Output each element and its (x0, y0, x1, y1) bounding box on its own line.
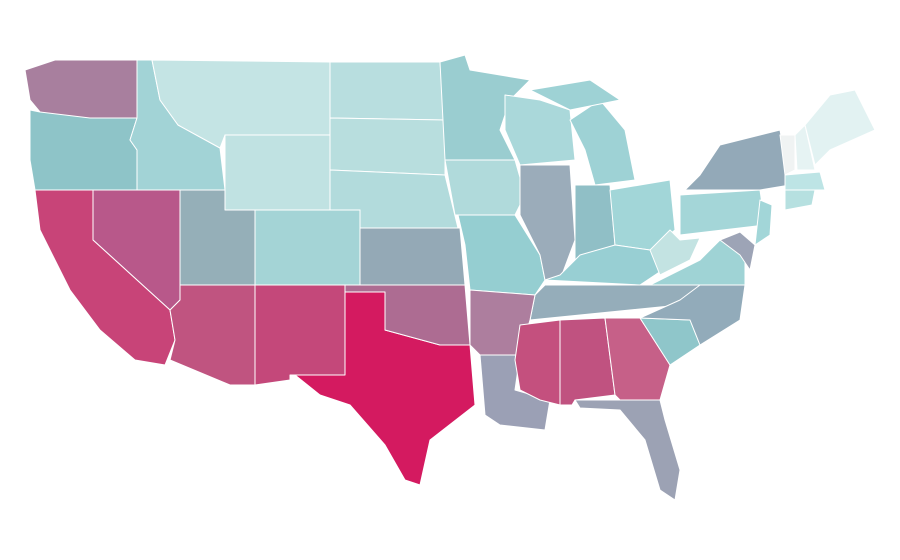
region (329, 117, 446, 176)
region (34, 189, 176, 366)
region (29, 109, 138, 191)
region (639, 284, 746, 346)
region (544, 244, 671, 286)
region (779, 134, 796, 176)
region (679, 189, 766, 236)
region (254, 209, 361, 286)
region (254, 284, 346, 386)
region (169, 284, 256, 386)
region (529, 79, 621, 111)
region (719, 231, 756, 271)
region (444, 159, 526, 216)
region (24, 59, 138, 119)
region (649, 229, 701, 276)
region (224, 134, 331, 211)
region (504, 94, 576, 166)
region (794, 124, 816, 171)
region (359, 227, 466, 286)
region (569, 99, 636, 186)
region (329, 61, 446, 121)
region (784, 171, 826, 191)
region (754, 199, 773, 246)
region (804, 89, 876, 166)
region (574, 399, 681, 501)
region (457, 214, 546, 296)
region (784, 189, 816, 211)
region (684, 129, 791, 191)
region (344, 284, 471, 346)
